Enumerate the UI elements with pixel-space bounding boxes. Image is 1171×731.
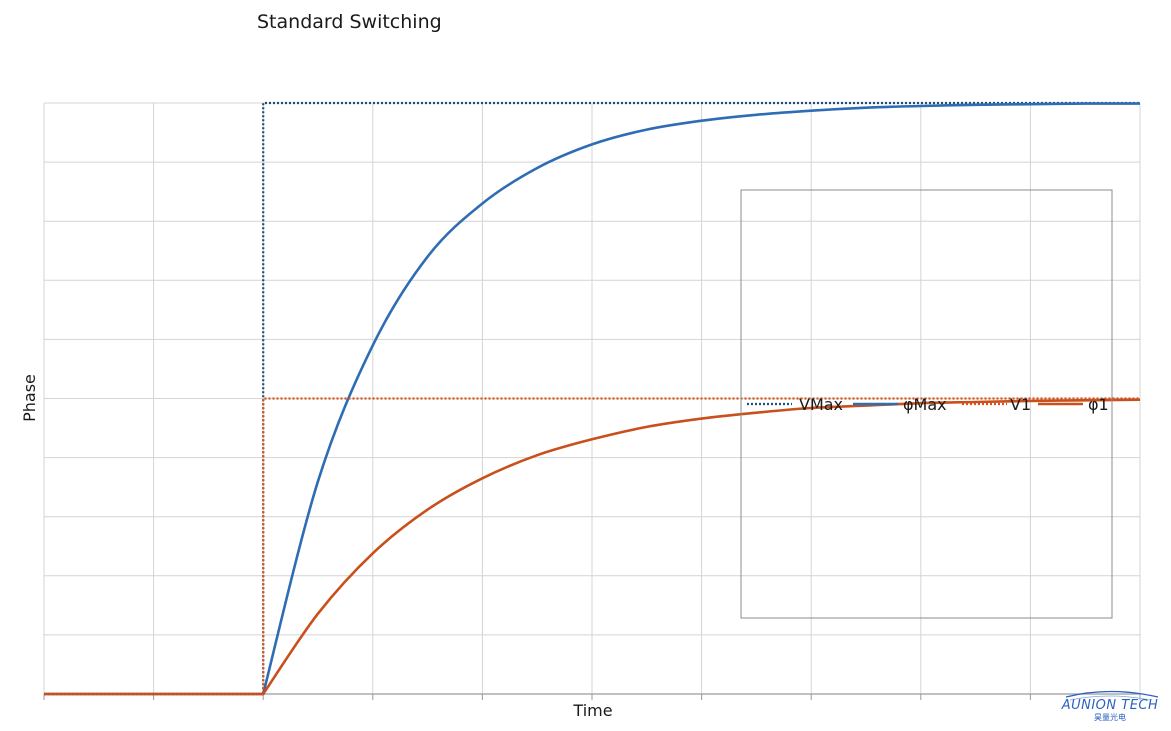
legend-label-vmax: VMax bbox=[799, 395, 843, 414]
legend-label-phimax: φMax bbox=[903, 395, 947, 414]
series-layer bbox=[44, 101, 1141, 696]
legend-box bbox=[740, 189, 1113, 619]
legend-label-phi1: φ1 bbox=[1088, 395, 1109, 414]
legend-label-v1: V1 bbox=[1010, 395, 1031, 414]
legend: VMax φMax V1 φ1 bbox=[747, 395, 1109, 414]
logo-swoosh-lower bbox=[1069, 695, 1151, 701]
logo-sub-text: 昊量光电 bbox=[1094, 712, 1126, 722]
grid-layer bbox=[43, 102, 1141, 695]
company-logo: AUNION TECH 昊量光电 bbox=[1061, 690, 1159, 722]
series-line-phi1 bbox=[44, 398, 1141, 696]
chart-title: Standard Switching bbox=[257, 11, 442, 33]
logo-swoosh-upper bbox=[1065, 690, 1159, 698]
x-axis-label: Time bbox=[572, 701, 612, 720]
series-line-phimax bbox=[44, 102, 1141, 696]
y-axis-label: Phase bbox=[20, 374, 39, 422]
logo-main-text: AUNION TECH bbox=[1061, 698, 1159, 713]
